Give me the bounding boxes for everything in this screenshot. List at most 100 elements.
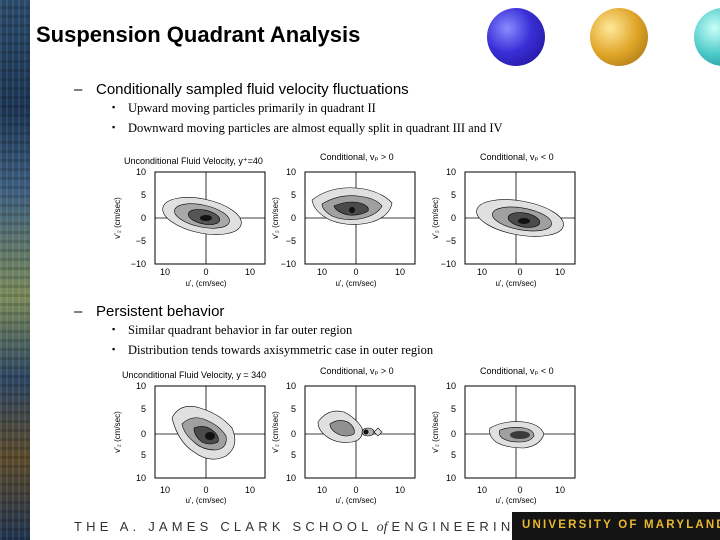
y-tick-label: 10 [136,473,146,483]
y-tick-label: 10 [286,381,296,391]
dash-marker: – [74,81,83,98]
bullet-marker: ▪ [112,324,116,334]
bullet-text: Distribution tends towards axisymmetric … [128,343,434,357]
y-axis-label: v'₂ (cm/sec) [431,197,440,239]
contour-core [205,432,215,440]
decorative-side-strip [0,0,30,540]
x-axis-label: u', (cm/sec) [495,279,536,288]
blue-sphere-decoration [487,8,545,66]
teal-sphere-decoration [694,8,720,66]
figure2-panel3: Conditional, vₚ < 0 10 5 0 5 10 10 0 10 … [431,366,576,505]
panel-title: Unconditional Fluid Velocity, y⁺=40 [124,156,263,166]
figure1: Unconditional Fluid Velocity, y⁺=40 10 5… [110,148,585,293]
bullet-text: Similar quadrant behavior in far outer r… [128,323,353,337]
footer-of: of [376,520,388,535]
contour-inner [510,431,530,439]
figure1-panel2: Conditional, vₚ > 0 10 5 0 −5 −10 10 0 1… [271,152,416,288]
x-tick-label: 0 [517,267,522,277]
x-axis-label: u', (cm/sec) [335,496,376,505]
x-axis-label: u', (cm/sec) [335,279,376,288]
x-tick-label: 10 [395,267,405,277]
y-tick-label: 5 [141,404,146,414]
y-tick-label: 5 [451,404,456,414]
panel-title: Conditional, vₚ < 0 [480,152,554,162]
y-tick-label: 10 [136,167,146,177]
plot-frame [464,385,576,479]
y-tick-label: 5 [451,450,456,460]
bullet-text: Upward moving particles primarily in qua… [128,101,376,115]
y-tick-label: 10 [286,167,296,177]
x-tick-label: 10 [317,267,327,277]
y-tick-label: 0 [451,429,456,439]
x-axis-label: u', (cm/sec) [185,496,226,505]
x-tick-label: 0 [203,267,208,277]
y-tick-label: −10 [281,259,296,269]
x-tick-label: 10 [477,485,487,495]
y-tick-label: 10 [446,473,456,483]
x-tick-label: 10 [160,267,170,277]
figure2-panel2: Conditional, vₚ > 0 10 5 0 5 10 10 0 10 … [271,366,416,505]
x-tick-label: 0 [203,485,208,495]
y-tick-label: 5 [291,404,296,414]
panel-title: Unconditional Fluid Velocity, y = 340 [122,370,266,380]
section1-bullet: ▪ Downward moving particles are almost eq… [112,121,503,136]
y-tick-label: 10 [446,167,456,177]
panel-title: Conditional, vₚ > 0 [320,152,394,162]
contour-core [363,429,369,435]
y-axis-label: v'₂ (cm/sec) [113,411,122,453]
plot-frame [304,385,416,479]
x-tick-label: 0 [353,267,358,277]
x-tick-label: 10 [395,485,405,495]
x-axis-label: u', (cm/sec) [495,496,536,505]
x-tick-label: 10 [555,267,565,277]
y-tick-label: 5 [141,190,146,200]
contour-core [518,218,530,224]
section2-heading-line: – Persistent behavior [74,303,224,320]
bullet-marker: ▪ [112,102,116,112]
plot-frame [154,385,266,479]
figure2: Unconditional Fluid Velocity, y = 340 10… [110,362,585,507]
section1-heading-line: – Conditionally sampled fluid velocity fl… [74,81,409,98]
y-tick-label: −10 [131,259,146,269]
figure2-panel1: Unconditional Fluid Velocity, y = 340 10… [113,370,266,505]
x-tick-label: 10 [160,485,170,495]
y-tick-label: 0 [291,429,296,439]
x-axis-label: u', (cm/sec) [185,279,226,288]
section2-heading: Persistent behavior [96,303,225,320]
figure1-panel3: Conditional, vₚ < 0 10 5 0 −5 −10 10 0 1… [431,152,576,288]
x-tick-label: 10 [245,485,255,495]
y-tick-label: 0 [291,213,296,223]
panel-title: Conditional, vₚ > 0 [320,366,394,376]
y-axis-label: v'₂ (cm/sec) [431,411,440,453]
slide-title: Suspension Quadrant Analysis [36,22,361,47]
footer-university-name: UNIVERSITY OF MARYLAND [522,519,720,531]
x-tick-label: 10 [317,485,327,495]
y-tick-label: 0 [141,213,146,223]
y-tick-label: 5 [291,450,296,460]
y-axis-label: v'₂ (cm/sec) [271,197,280,239]
footer-school-prefix: THE A. JAMES CLARK SCHOOL [74,519,373,534]
y-tick-label: 0 [141,429,146,439]
footer-school-name: THE A. JAMES CLARK SCHOOL of ENGINEERING [74,519,529,536]
y-tick-label: 10 [136,381,146,391]
dash-marker: – [74,303,83,320]
y-tick-label: −5 [136,236,146,246]
y-tick-label: 5 [451,190,456,200]
footer-university-banner: UNIVERSITY OF MARYLAND [512,512,720,540]
section2-bullet: ▪ Similar quadrant behavior in far outer … [112,323,352,338]
x-tick-label: 0 [517,485,522,495]
section1-bullet: ▪ Upward moving particles primarily in qu… [112,101,376,116]
bullet-text: Downward moving particles are almost equ… [128,121,503,135]
x-tick-label: 10 [555,485,565,495]
panel-title: Conditional, vₚ < 0 [480,366,554,376]
x-tick-label: 10 [477,267,487,277]
footer-school-suffix: ENGINEERING [391,519,529,534]
section2-bullet: ▪ Distribution tends towards axisymmetric… [112,343,433,358]
x-tick-label: 10 [245,267,255,277]
y-axis-label: v'₂ (cm/sec) [271,411,280,453]
bullet-marker: ▪ [112,344,116,354]
y-tick-label: 10 [286,473,296,483]
gold-sphere-decoration [590,8,648,66]
y-tick-label: −5 [446,236,456,246]
bullet-marker: ▪ [112,122,116,132]
